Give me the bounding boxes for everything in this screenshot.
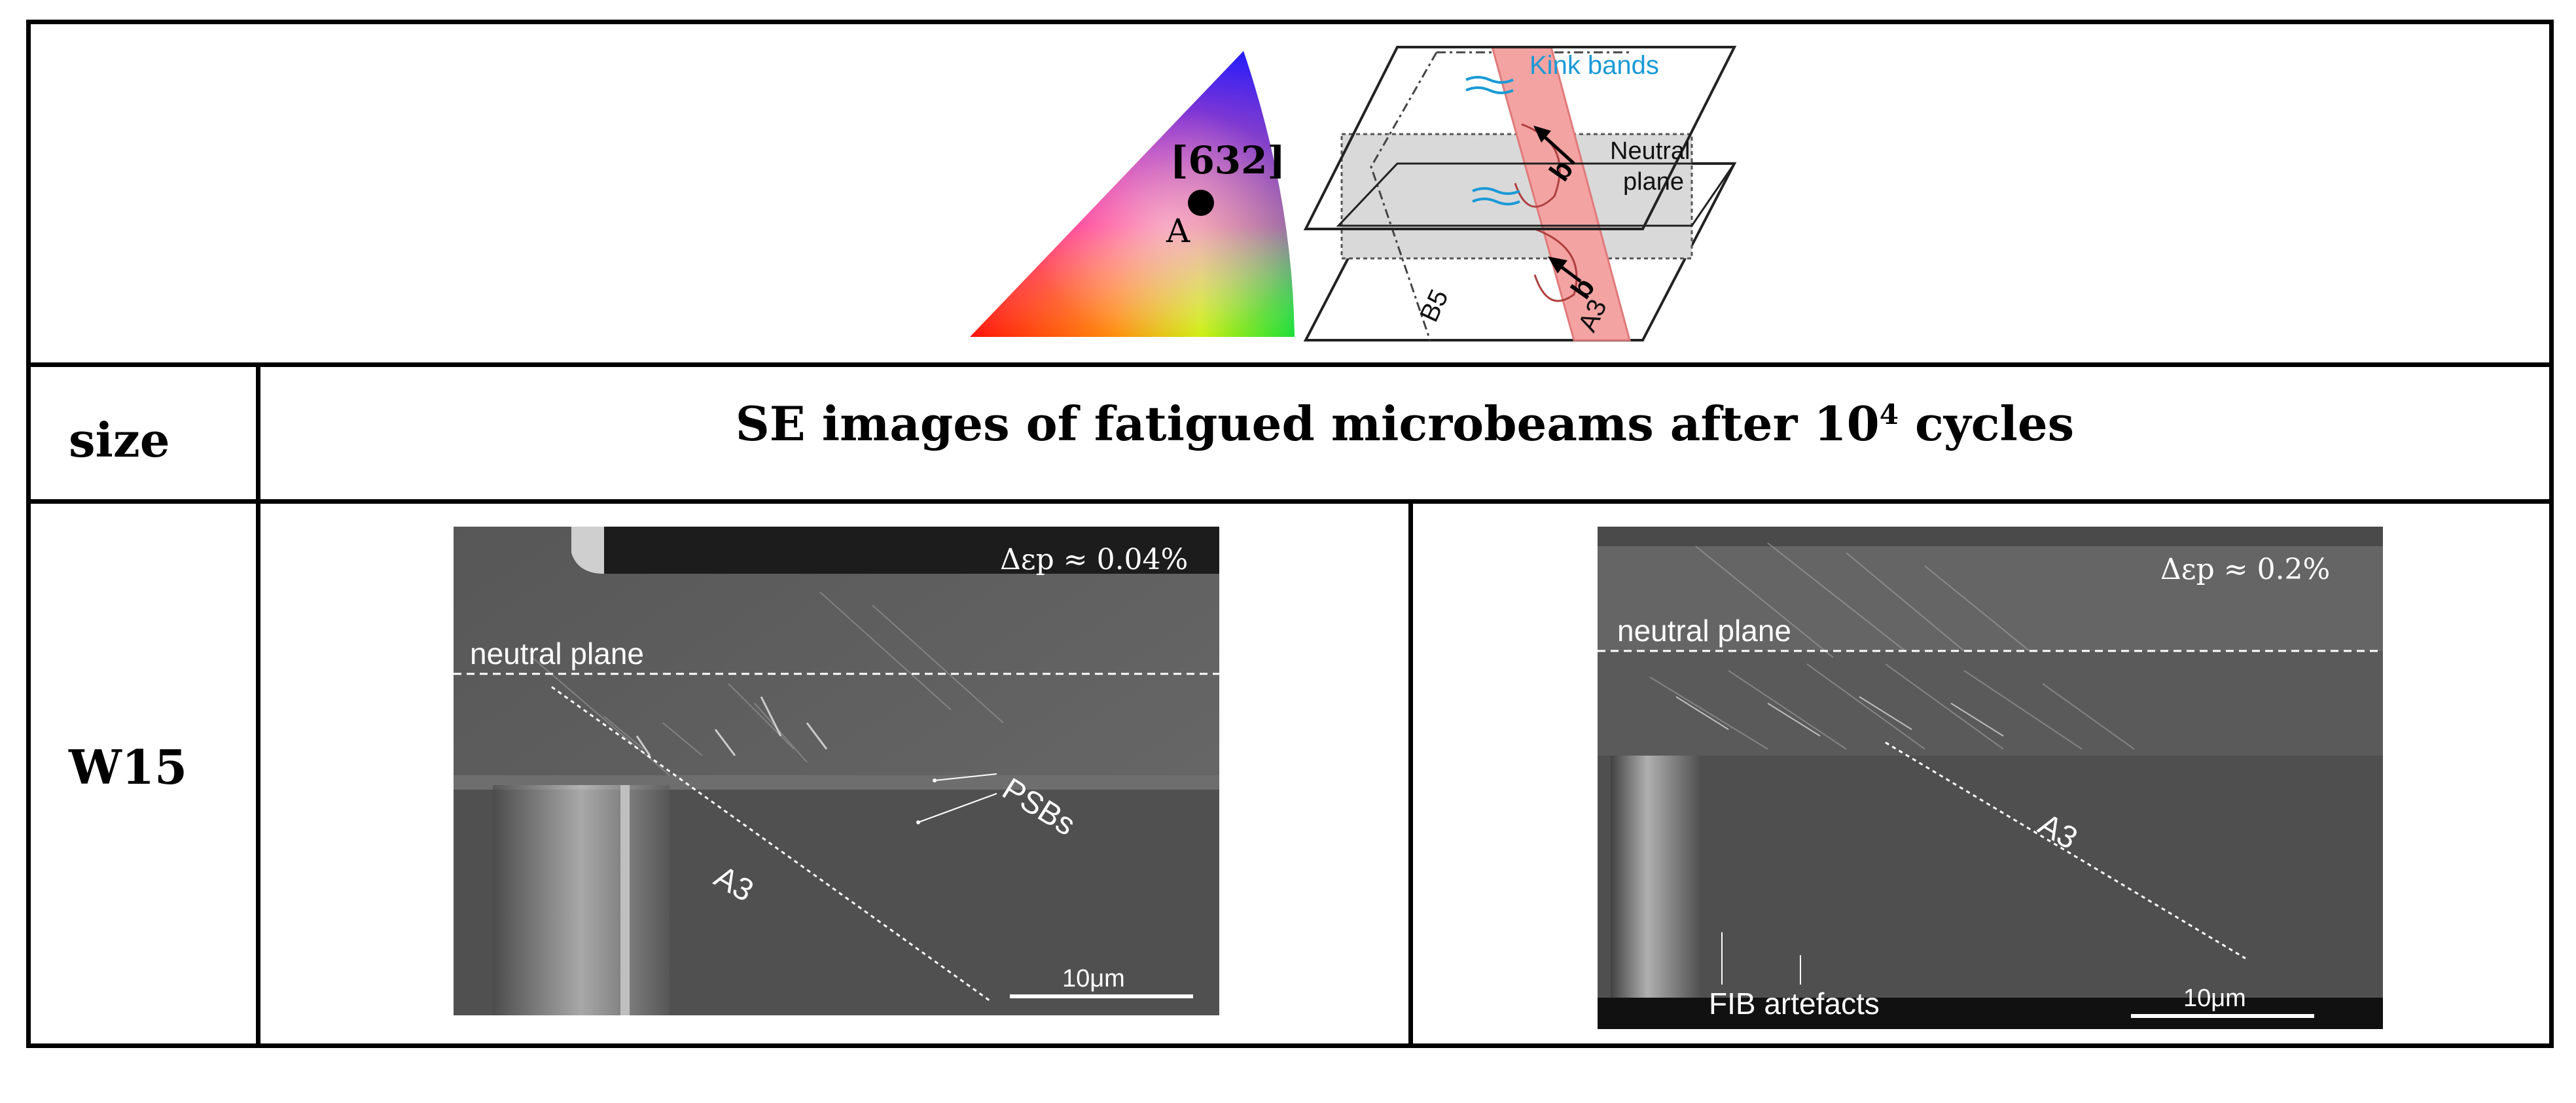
point-label: A <box>1166 212 1190 250</box>
size-column-header: size <box>69 412 170 468</box>
right-strain-label: Δεp ≈ 0.2% <box>2160 553 2330 586</box>
direction-label: [632] <box>1170 138 1285 183</box>
ipf-triangle-panel: [632] A <box>962 46 1302 347</box>
row-divider-2 <box>26 499 2554 504</box>
table-border-left <box>26 20 31 1048</box>
images-column-header: SE images of fatigued microbeams after 1… <box>260 396 2549 451</box>
neutral-plane-label-line1: Neutral <box>1610 137 1690 165</box>
left-a3-trace <box>551 686 991 1002</box>
kink-bands-label: Kink bands <box>1530 51 1659 80</box>
images-header-tail: cycles <box>1898 396 2075 451</box>
ipf-triangle-figure: [632] A <box>970 51 1295 337</box>
right-fib-label: FIB artefacts <box>1709 987 1880 1021</box>
column-divider-size <box>256 362 260 1048</box>
table-border-bottom <box>26 1043 2554 1048</box>
row-divider-1 <box>26 362 2554 367</box>
images-header-main: SE images of fatigued microbeams after 1… <box>735 396 1880 451</box>
right-neutral-plane-label: neutral plane <box>1617 614 1791 648</box>
table-border-top <box>26 20 2554 24</box>
left-strain-label: Δεp ≈ 0.04% <box>1000 543 1188 576</box>
orientation-point-marker <box>1188 190 1214 216</box>
right-scale-label: 10μm <box>2183 985 2246 1012</box>
neutral-plane-label-line2: plane <box>1623 168 1684 196</box>
burgers-arrow-bottom <box>1548 256 1582 283</box>
sem-image-left: neutral plane PSBs A3 10μm Δεp ≈ 0.04% <box>454 527 1219 1015</box>
left-scale-label: 10μm <box>1062 965 1125 992</box>
size-value: W15 <box>69 739 188 795</box>
images-header-superscript: 4 <box>1879 398 1899 430</box>
slip-schematic-figure: b b Kink bands Neutral plane A3 B5 <box>1303 46 1737 341</box>
sem-image-right: neutral plane A3 FIB artefacts 10μm Δεp … <box>1598 527 2383 1029</box>
column-divider-images <box>1408 499 1413 1048</box>
slip-schematic-panel: b b Kink bands Neutral plane A3 B5 <box>1299 39 1757 353</box>
kink-band-marks <box>1465 76 1520 205</box>
burgers-arrow-top <box>1533 126 1575 165</box>
left-neutral-plane-label: neutral plane <box>470 637 644 671</box>
table-border-right <box>2549 20 2554 1048</box>
